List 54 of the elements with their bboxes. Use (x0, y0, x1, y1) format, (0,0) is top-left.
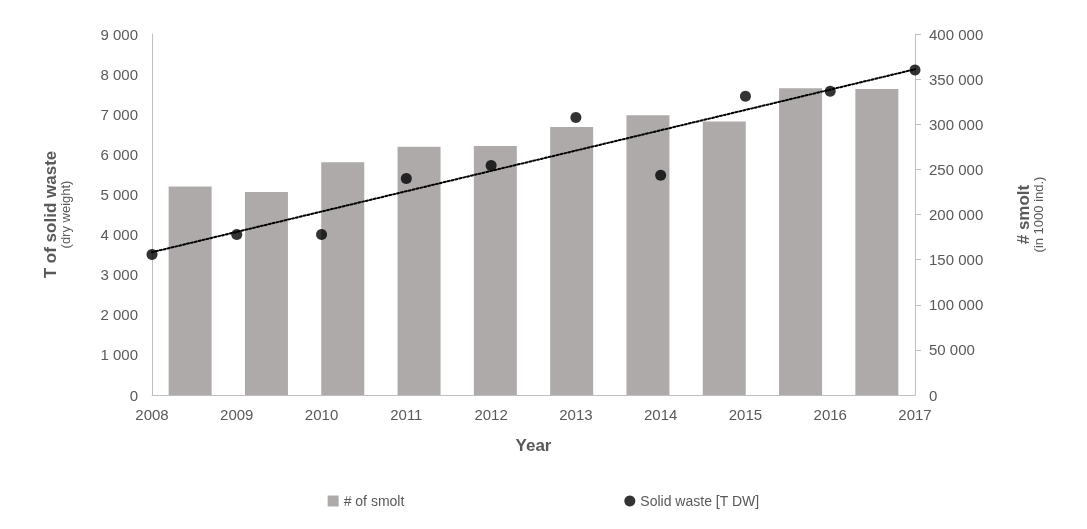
bar (626, 115, 670, 395)
point (909, 64, 921, 76)
bar (855, 89, 899, 395)
bar (702, 121, 746, 395)
point (316, 229, 328, 241)
legend-label: Solid waste [T DW] (640, 493, 760, 509)
y2-tick-label: 250 000 (929, 160, 984, 178)
point (824, 85, 836, 97)
y-tick-label: 0 (129, 386, 138, 404)
point (485, 160, 497, 172)
y2-tick-label: 350 000 (929, 70, 984, 88)
x-tick-label: 2010 (304, 406, 339, 423)
y2-tick-label: 100 000 (929, 296, 984, 314)
bar (550, 126, 594, 395)
bar (397, 146, 441, 395)
x-tick-label: 2015 (728, 406, 763, 423)
y2-tick-label: 400 000 (929, 25, 984, 43)
x-tick-label: 2009 (220, 406, 254, 423)
y-tick-label: 1 000 (100, 346, 138, 364)
point (739, 90, 751, 102)
bar (473, 145, 517, 395)
y2-tick-label: 0 (929, 386, 938, 404)
y-tick-label: 2 000 (100, 306, 138, 324)
y2-axis-title: # smolt (in 1000 ind.) (1014, 176, 1046, 253)
y-tick-label: 4 000 (100, 226, 138, 244)
x-tick-label: 2012 (474, 406, 508, 423)
x-tick-label: 2013 (559, 406, 593, 423)
y2-tick-label: 150 000 (929, 251, 984, 269)
x-tick-label: 2016 (813, 406, 847, 423)
legend-label: # of smolt (343, 493, 405, 509)
bar (779, 88, 823, 395)
point (400, 172, 412, 184)
bar (244, 191, 288, 395)
point (655, 169, 667, 181)
x-tick-label: 2008 (135, 406, 169, 423)
x-tick-label: 2011 (390, 406, 423, 423)
bar (168, 186, 212, 395)
y-axis-title: T of solid waste (dry weight) (41, 150, 73, 279)
y2-tick-label: 300 000 (929, 115, 984, 133)
point (570, 111, 582, 123)
x-tick-label: 2014 (643, 406, 678, 423)
y2-tick-label: 200 000 (929, 206, 984, 223)
bar (321, 162, 365, 395)
x-axis-title: Year (515, 436, 552, 455)
y-tick-label: 7 000 (100, 105, 138, 123)
y2-tick-label: 50 000 (929, 341, 975, 359)
y-tick-label: 5 000 (100, 185, 138, 203)
y-tick-label: 9 000 (100, 25, 138, 43)
x-tick-label: 2017 (898, 406, 932, 423)
y-tick-label: 6 000 (100, 145, 138, 163)
point (231, 229, 243, 241)
y-tick-label: 8 000 (100, 65, 138, 83)
y-tick-label: 3 000 (100, 266, 138, 284)
point (146, 249, 158, 261)
